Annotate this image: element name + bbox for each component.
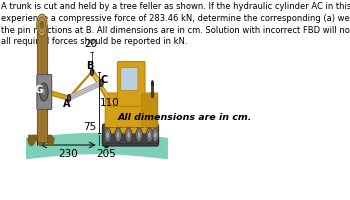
FancyBboxPatch shape [117, 62, 145, 106]
Circle shape [68, 95, 71, 102]
Wedge shape [38, 17, 46, 33]
Circle shape [136, 128, 142, 142]
Circle shape [106, 132, 109, 138]
Circle shape [90, 68, 93, 75]
Circle shape [117, 132, 120, 138]
Wedge shape [37, 138, 44, 146]
Text: A: A [63, 99, 70, 109]
Text: 20: 20 [84, 39, 98, 49]
Circle shape [127, 132, 130, 138]
Text: G: G [35, 85, 43, 95]
Circle shape [151, 80, 154, 86]
Text: 230: 230 [58, 149, 77, 159]
Wedge shape [28, 138, 35, 146]
Text: C: C [100, 75, 107, 85]
Circle shape [154, 132, 157, 138]
Circle shape [125, 128, 132, 142]
Text: A trunk is cut and held by a tree feller as shown. If the hydraulic cylinder AC : A trunk is cut and held by a tree feller… [1, 2, 350, 46]
Polygon shape [68, 71, 92, 100]
Bar [37, 25, 47, 142]
FancyBboxPatch shape [141, 94, 157, 126]
Wedge shape [37, 14, 47, 36]
Circle shape [42, 88, 46, 96]
Text: B: B [86, 61, 93, 71]
Wedge shape [41, 22, 43, 28]
Circle shape [148, 132, 151, 138]
Polygon shape [91, 71, 103, 85]
Text: 110: 110 [100, 98, 120, 108]
Polygon shape [46, 90, 69, 100]
Text: 205: 205 [96, 149, 116, 159]
Circle shape [40, 83, 48, 101]
Bar [152, 83, 153, 97]
FancyBboxPatch shape [103, 124, 159, 146]
Circle shape [138, 132, 141, 138]
FancyBboxPatch shape [105, 93, 158, 133]
Circle shape [115, 128, 121, 142]
Circle shape [152, 128, 159, 142]
Text: All dimensions are in cm.: All dimensions are in cm. [118, 113, 252, 122]
FancyBboxPatch shape [121, 68, 138, 90]
FancyBboxPatch shape [37, 74, 52, 110]
Circle shape [146, 128, 153, 142]
Circle shape [100, 79, 103, 86]
Wedge shape [40, 21, 44, 29]
Text: 75: 75 [83, 122, 97, 132]
Circle shape [104, 128, 111, 142]
Wedge shape [47, 138, 54, 146]
Polygon shape [91, 70, 114, 107]
Polygon shape [29, 135, 53, 142]
